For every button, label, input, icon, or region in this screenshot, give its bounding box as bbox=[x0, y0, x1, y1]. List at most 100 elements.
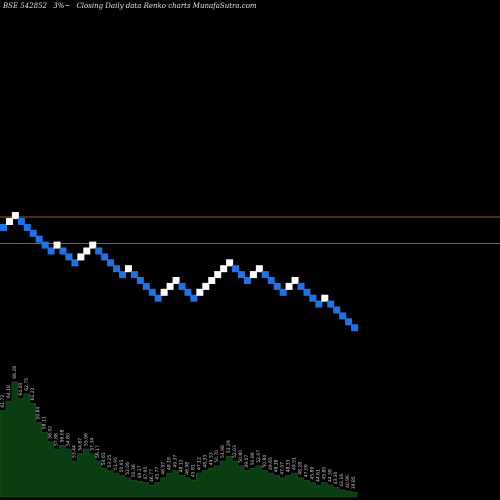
volume-value-label: 52.03 bbox=[232, 445, 238, 458]
volume-value-label: 48.33 bbox=[202, 455, 208, 468]
down-brick bbox=[101, 253, 109, 261]
volume-value-label: 49.17 bbox=[137, 465, 143, 478]
volume-value-label: 40.96 bbox=[345, 475, 351, 488]
up-brick bbox=[53, 241, 61, 249]
up-brick bbox=[77, 253, 85, 261]
volume-value-label: 58.11 bbox=[42, 416, 48, 429]
down-brick bbox=[267, 277, 275, 284]
up-brick bbox=[321, 294, 329, 302]
up-brick bbox=[291, 277, 299, 284]
down-brick bbox=[95, 247, 103, 255]
down-brick bbox=[243, 277, 251, 284]
volume-value-label: 52.06 bbox=[125, 462, 131, 475]
volume-value-label: 56.08 bbox=[60, 429, 66, 442]
down-brick bbox=[297, 282, 305, 290]
down-brick bbox=[315, 300, 323, 308]
down-brick bbox=[29, 229, 37, 237]
volume-value-label: 49.51 bbox=[292, 457, 298, 470]
down-brick bbox=[333, 306, 341, 314]
level-lines bbox=[0, 216, 500, 245]
down-brick bbox=[309, 294, 317, 302]
volume-value-label: 57.34 bbox=[89, 438, 95, 451]
down-brick bbox=[71, 259, 79, 267]
down-brick bbox=[154, 294, 162, 302]
volume-value-label: 43.30 bbox=[333, 471, 339, 484]
volume-value-label: 49.37 bbox=[173, 455, 179, 468]
down-brick bbox=[303, 288, 311, 296]
volume-value-label: 51.98 bbox=[220, 445, 226, 458]
down-brick bbox=[23, 223, 31, 231]
volume-value-label: 47.12 bbox=[196, 457, 202, 470]
volume-value-label: 55.96 bbox=[83, 433, 89, 446]
percent-label: 3%~ bbox=[53, 2, 71, 10]
up-brick bbox=[172, 277, 180, 284]
down-brick bbox=[41, 241, 49, 249]
down-brick bbox=[35, 235, 43, 243]
chart-header: BSE 542852 3%~ Closing Daily data Renko … bbox=[3, 2, 261, 10]
down-brick bbox=[113, 265, 121, 273]
volume-value-label: 48.28 bbox=[298, 462, 304, 475]
down-brick bbox=[345, 318, 353, 326]
up-brick bbox=[196, 288, 204, 296]
volume-value-label: 56.17 bbox=[95, 445, 101, 458]
volume-value-label: 56.92 bbox=[48, 426, 54, 439]
volume-value-label: 44.58 bbox=[327, 469, 333, 482]
symbol-label: BSE 542852 bbox=[3, 2, 47, 10]
volume-value-label: 66.28 bbox=[12, 366, 18, 379]
volume-value-label: 61.72 bbox=[0, 395, 6, 408]
down-brick bbox=[59, 247, 67, 255]
volume-value-label: 47.95 bbox=[143, 467, 149, 480]
up-brick bbox=[166, 282, 174, 290]
up-brick bbox=[255, 265, 263, 273]
volume-value-label: 52.07 bbox=[256, 450, 262, 463]
up-brick bbox=[226, 259, 234, 267]
volume-value-label: 46.98 bbox=[184, 462, 190, 475]
up-brick bbox=[124, 265, 132, 273]
volume-value-label: 48.12 bbox=[179, 459, 185, 472]
volume-value-label: 50.84 bbox=[262, 455, 268, 468]
up-brick bbox=[202, 282, 210, 290]
volume-value-label: 64.18 bbox=[6, 385, 12, 398]
volume-value-label: 53.29 bbox=[226, 440, 232, 453]
down-brick bbox=[273, 282, 281, 290]
up-brick bbox=[160, 288, 168, 296]
volume-value-label: 42.16 bbox=[339, 474, 345, 487]
down-brick bbox=[142, 282, 150, 290]
volume-value-label: 47.09 bbox=[303, 464, 309, 477]
down-brick bbox=[190, 294, 198, 302]
down-brick bbox=[148, 288, 156, 296]
volume-value-label: 64.49 bbox=[18, 383, 24, 396]
volume-area bbox=[0, 381, 358, 498]
volume-value-label: 51.95 bbox=[113, 457, 119, 470]
volume-value-label: 48.18 bbox=[167, 457, 173, 470]
volume-value-label: 54.65 bbox=[101, 452, 107, 465]
down-brick bbox=[130, 271, 138, 279]
volume-value-label: 45.77 bbox=[155, 467, 161, 480]
volume-value-label: 53.44 bbox=[71, 445, 77, 458]
volume-value-label: 53.25 bbox=[107, 455, 113, 468]
up-brick bbox=[220, 265, 228, 273]
volume-value-label: 50.86 bbox=[250, 452, 256, 465]
up-brick bbox=[285, 282, 293, 290]
down-brick bbox=[17, 218, 25, 225]
volume-value-label: 50.70 bbox=[214, 450, 220, 463]
up-brick bbox=[5, 218, 13, 225]
volume-value-label: 45.81 bbox=[190, 464, 196, 477]
volume-value-label: 54.80 bbox=[65, 433, 71, 446]
renko-bricks bbox=[0, 212, 359, 332]
down-brick bbox=[0, 223, 7, 231]
down-brick bbox=[238, 271, 245, 279]
volume-value-label: 44.61 bbox=[315, 469, 321, 482]
up-brick bbox=[89, 241, 97, 249]
up-brick bbox=[249, 271, 257, 279]
volume-value-label: 49.65 bbox=[268, 457, 274, 470]
down-brick bbox=[136, 277, 144, 284]
volume-value-label: 45.89 bbox=[309, 467, 315, 480]
down-brick bbox=[178, 282, 186, 290]
volume-value-label: 50.80 bbox=[238, 450, 244, 463]
volume-value-label: 45.80 bbox=[321, 467, 327, 480]
volume-value-label: 50.91 bbox=[119, 459, 125, 472]
volume-value-label: 46.97 bbox=[161, 462, 167, 475]
